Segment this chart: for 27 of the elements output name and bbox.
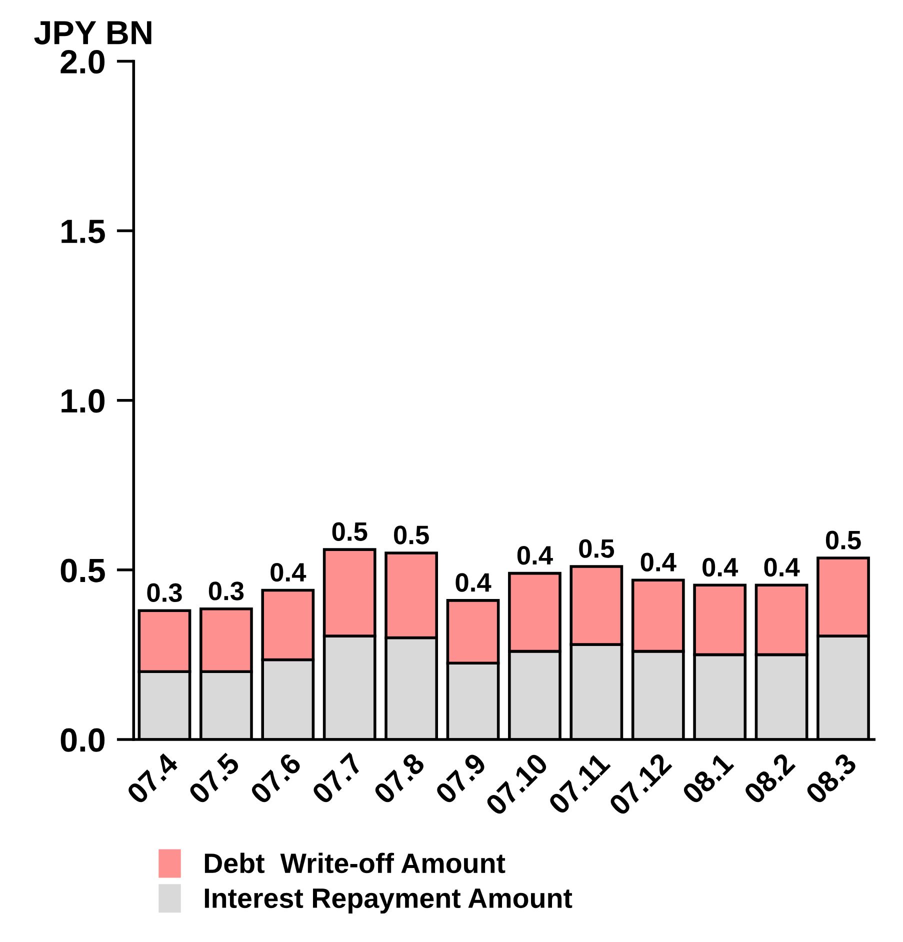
- total-label: 0.4: [517, 546, 553, 565]
- total-label: 0.3: [147, 583, 182, 602]
- total-label: 0.5: [394, 526, 429, 544]
- y-tick-label: 1.5: [62, 220, 105, 244]
- total-label: 0.5: [579, 539, 614, 558]
- y-tick-label: 0.0: [60, 728, 105, 752]
- y-tick-label: 1.0: [62, 389, 105, 413]
- x-tick-label: 07.4: [126, 751, 180, 806]
- x-tick-label: 08.2: [742, 752, 796, 806]
- total-label: 0.3: [208, 582, 244, 600]
- y-tick-label: 0.5: [60, 558, 105, 582]
- legend-label: Interest Repayment Amount: [204, 888, 572, 914]
- legend-label: Debt Write-off Amount: [204, 852, 506, 874]
- total-label: 0.4: [702, 558, 738, 577]
- total-label: 0.5: [332, 522, 368, 541]
- total-label: 0.5: [826, 530, 861, 550]
- x-tick-label: 07.9: [434, 752, 488, 806]
- x-tick-label: 08.3: [804, 752, 858, 806]
- x-tick-label: 08.1: [681, 752, 734, 806]
- x-tick-label: 07.6: [249, 752, 302, 806]
- y-tick-label: 2.0: [60, 50, 105, 74]
- total-label: 0.4: [640, 552, 676, 572]
- x-tick-label: 07.8: [372, 752, 426, 806]
- total-label: 0.4: [456, 573, 492, 592]
- total-label: 0.4: [270, 562, 306, 582]
- total-label: 0.4: [764, 558, 800, 577]
- y-axis-title: JPY BN: [34, 21, 152, 44]
